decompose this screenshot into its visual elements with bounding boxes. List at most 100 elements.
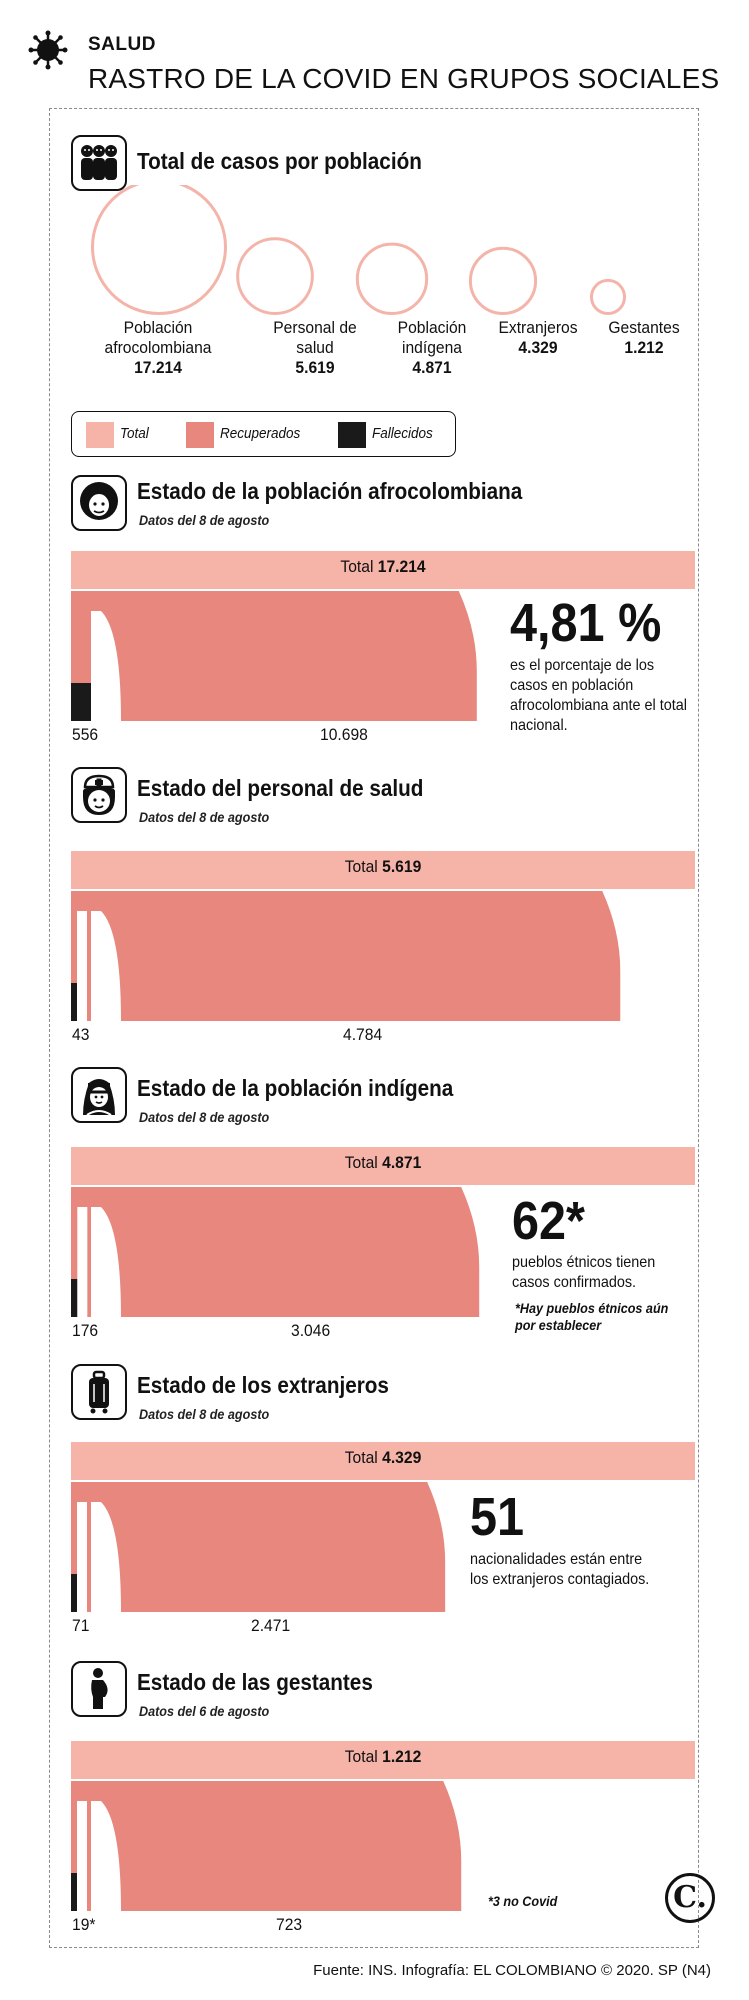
- section-3-chart: [71, 1442, 695, 1612]
- section-4-total-bar: [71, 1741, 695, 1779]
- section-4-footnote: *3 no Covid: [488, 1893, 558, 1909]
- section-2-stat: 62*: [512, 1191, 585, 1251]
- population-value-1: 5.619: [295, 358, 335, 377]
- population-label-0: Población afrocolombiana 17.214: [75, 318, 241, 378]
- section-4-total-value: 1.212: [382, 1747, 422, 1766]
- section-3-flow-gap: [77, 1502, 87, 1612]
- population-bubble-3: [468, 246, 538, 315]
- section-1-recuperados-value: 4.784: [343, 1025, 383, 1044]
- population-title: Total de casos por población: [137, 148, 422, 174]
- el-colombiano-logo: C.: [665, 1873, 715, 1923]
- section-4-subtitle: Datos del 6 de agosto: [139, 1703, 270, 1719]
- legend-swatch-total: [86, 422, 114, 448]
- section-2-subtitle: Datos del 8 de agosto: [139, 1109, 270, 1125]
- population-label-3: Extranjeros 4.329: [492, 318, 584, 358]
- population-bubble-0: [91, 185, 227, 315]
- section-2-total-label: Total 4.871: [96, 1153, 670, 1173]
- virus-icon: [28, 30, 68, 70]
- section-2-recuperados-flow: [71, 1187, 480, 1317]
- section-1-title: Estado del personal de salud: [137, 775, 424, 801]
- population-value-0: 17.214: [134, 358, 182, 377]
- population-label-4-name: Gestantes: [608, 318, 680, 337]
- section-1-recuperados-flow: [71, 891, 621, 1021]
- population-value-3: 4.329: [518, 338, 558, 357]
- population-label-2: Población indígena 4.871: [381, 318, 482, 378]
- section-1-fallecidos-value: 43: [72, 1025, 90, 1044]
- population-value-2: 4.871: [412, 358, 452, 377]
- section-3-total-value: 4.329: [382, 1448, 422, 1467]
- source-credit: Fuente: INS. Infografía: EL COLOMBIANO ©…: [313, 1962, 711, 1979]
- section-0-recuperados-value: 10.698: [320, 725, 368, 744]
- pregnant-woman-icon: [71, 1661, 127, 1717]
- population-bubble-chart: [91, 185, 627, 316]
- section-4-flow-gap: [77, 1801, 87, 1911]
- section-0-total-value: 17.214: [377, 557, 426, 576]
- section-2-footnote: *Hay pueblos étnicos aún por establecer: [515, 1300, 669, 1333]
- legend-swatch-recuperados: [186, 422, 214, 448]
- section-0-flow-gap: [91, 611, 101, 721]
- section-4-chart: [71, 1741, 695, 1911]
- afro-person-icon: [71, 475, 127, 531]
- section-4-total-label: Total 1.212: [96, 1747, 670, 1767]
- section-4-fallecidos-bar: [71, 1873, 77, 1911]
- population-label-4: Gestantes 1.212: [598, 318, 690, 358]
- section-0-fallecidos-value: 556: [72, 725, 99, 744]
- section-2-chart: [71, 1147, 695, 1317]
- infographic-frame: [49, 108, 699, 1948]
- section-0-title: Estado de la población afrocolombiana: [137, 478, 523, 504]
- section-0-total-label: Total 17.214: [96, 557, 670, 577]
- section-2-flow-gap: [77, 1207, 88, 1317]
- population-value-4: 1.212: [624, 338, 664, 357]
- section-1-total-bar: [71, 851, 695, 889]
- section-1-fallecidos-bar: [71, 983, 77, 1021]
- nurse-icon: [71, 767, 127, 823]
- section-0-fallecidos-bar: [71, 683, 91, 721]
- section-4-total-word: Total: [344, 1747, 378, 1766]
- section-2-title: Estado de la población indígena: [137, 1075, 454, 1101]
- section-0-note: es el porcentaje de los casos en poblaci…: [510, 657, 687, 734]
- indigenous-person-icon: [71, 1067, 127, 1123]
- section-4-title: Estado de las gestantes: [137, 1669, 373, 1695]
- section-3-stat: 51: [470, 1487, 525, 1547]
- legend: Total Recuperados Fallecidos: [71, 411, 456, 457]
- section-3-total-word: Total: [344, 1448, 378, 1467]
- section-2-total-word: Total: [344, 1153, 378, 1172]
- legend-label-recuperados: Recuperados: [220, 425, 301, 442]
- section-3-total-label: Total 4.329: [96, 1448, 670, 1468]
- section-3-recuperados-flow: [71, 1482, 446, 1612]
- section-0-left-strip: [71, 591, 89, 681]
- population-label-0-name: Población afrocolombiana: [104, 318, 212, 357]
- section-3-recuperados-value: 2.471: [251, 1616, 291, 1635]
- section-2-fallecidos-value: 176: [72, 1321, 99, 1340]
- suitcase-icon: [71, 1364, 127, 1420]
- section-4-recuperados-flow: [71, 1781, 462, 1911]
- section-label: SALUD: [88, 34, 156, 55]
- page-title: RASTRO DE LA COVID EN GRUPOS SOCIALES: [88, 63, 720, 94]
- section-3-note: nacionalidades están entre los extranjer…: [470, 1551, 650, 1588]
- population-label-1: Personal de salud 5.619: [264, 318, 365, 378]
- section-3-title: Estado de los extranjeros: [137, 1372, 389, 1398]
- section-1-total-word: Total: [344, 857, 378, 876]
- population-label-2-name: Población indígena: [397, 318, 467, 357]
- section-0-total-word: Total: [340, 557, 374, 576]
- population-label-1-name: Personal de salud: [273, 318, 357, 357]
- section-1-subtitle: Datos del 8 de agosto: [139, 809, 270, 825]
- legend-swatch-fallecidos: [338, 422, 366, 448]
- people-group-icon: [71, 135, 127, 191]
- section-0-chart: [71, 551, 695, 721]
- section-1-total-label: Total 5.619: [96, 857, 670, 877]
- legend-label-total: Total: [120, 425, 149, 442]
- section-2-total-value: 4.871: [382, 1153, 422, 1172]
- legend-label-fallecidos: Fallecidos: [372, 425, 433, 442]
- section-3-fallecidos-value: 71: [72, 1616, 90, 1635]
- section-0-total-bar: [71, 551, 695, 589]
- section-3-subtitle: Datos del 8 de agosto: [139, 1406, 270, 1422]
- section-2-recuperados-value: 3.046: [291, 1321, 331, 1340]
- population-bubble-2: [355, 242, 429, 315]
- section-4-recuperados-value: 723: [276, 1915, 303, 1934]
- section-2-total-bar: [71, 1147, 695, 1185]
- population-label-3-name: Extranjeros: [498, 318, 578, 337]
- section-0-stat: 4,81 %: [510, 593, 662, 653]
- section-0-subtitle: Datos del 8 de agosto: [139, 512, 270, 528]
- section-1-flow-gap: [77, 911, 87, 1021]
